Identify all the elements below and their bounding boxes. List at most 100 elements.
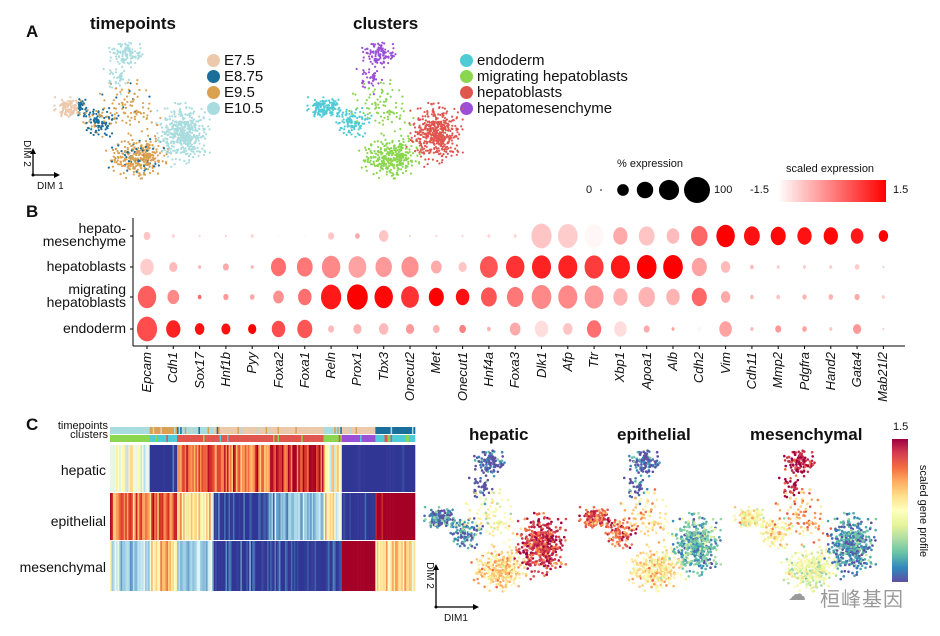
cell-point (184, 134, 187, 137)
cell-point (620, 538, 624, 542)
cell-point (382, 111, 386, 115)
cell-point (537, 532, 541, 535)
cell-point (499, 558, 502, 562)
cell-point (663, 545, 666, 549)
cell-point (125, 55, 129, 58)
cell-point (489, 575, 492, 579)
cell-point (647, 458, 650, 462)
cell-point (676, 572, 680, 575)
cell-point (436, 526, 439, 529)
cell-point (391, 172, 394, 175)
cell-point (401, 163, 404, 166)
cell-point (491, 529, 495, 533)
cell-point (484, 551, 487, 555)
cell-point (107, 115, 110, 119)
cell-point (636, 575, 639, 578)
cell-point (647, 573, 650, 577)
cell-point (473, 459, 477, 462)
cell-point (117, 42, 120, 46)
cell-point (463, 532, 467, 535)
cell-point (380, 44, 383, 47)
cell-point (547, 538, 550, 542)
cell-point (93, 123, 96, 126)
cell-point (160, 126, 164, 129)
cell-point (451, 132, 454, 135)
cell-point (662, 553, 665, 557)
cell-point (117, 82, 120, 85)
cell-point (438, 138, 441, 142)
cell-point (144, 151, 147, 154)
cell-point (396, 149, 399, 152)
cell-point (341, 115, 344, 118)
cell-point (564, 539, 567, 542)
cell-point (416, 133, 419, 136)
cell-point (163, 133, 166, 136)
cell-point (623, 508, 627, 512)
cell-point (474, 464, 478, 468)
cell-point (706, 534, 710, 538)
cell-point (372, 160, 375, 163)
cell-point (373, 75, 376, 78)
cell-point (647, 514, 650, 517)
cell-point (447, 129, 450, 132)
cell-point (454, 147, 457, 150)
cell-point (111, 48, 114, 51)
cell-point (128, 142, 131, 146)
cell-point (712, 535, 716, 539)
legend-swatch (460, 53, 473, 67)
cell-point (191, 127, 194, 130)
cell-point (502, 579, 505, 582)
cell-point (509, 555, 513, 558)
cell-point (646, 529, 650, 533)
cell-point (335, 121, 338, 124)
cell-point (554, 538, 558, 542)
cell-point (440, 155, 443, 158)
cell-point (554, 550, 558, 554)
cell-point (508, 567, 511, 571)
cell-point (141, 147, 145, 150)
cell-point (713, 527, 717, 531)
cell-point (680, 549, 684, 552)
cell-point (491, 554, 495, 557)
cell-point (341, 120, 344, 123)
cell-point (524, 552, 528, 556)
cell-point (195, 120, 198, 123)
cell-point (638, 502, 642, 506)
cell-point (409, 132, 412, 135)
cell-point (445, 507, 449, 511)
cell-point (345, 110, 348, 113)
cell-point (65, 102, 68, 105)
cell-point (143, 149, 146, 152)
cell-point (132, 98, 135, 101)
row-label-line: mesenchyme (42, 233, 126, 249)
panel-label-b: B (26, 202, 39, 221)
cell-point (433, 147, 436, 151)
cell-point (445, 110, 449, 113)
cell-point (664, 575, 668, 578)
cell-point (105, 115, 108, 118)
cell-point (148, 171, 152, 175)
cell-point (630, 557, 634, 561)
cell-point (429, 127, 432, 130)
cell-point (552, 548, 556, 552)
cell-point (478, 490, 482, 493)
cell-point (134, 56, 137, 59)
cell-point (532, 511, 536, 515)
cell-point (423, 140, 426, 143)
cell-point (432, 138, 435, 141)
cell-point (432, 102, 435, 105)
cell-point (189, 152, 192, 156)
cell-point (430, 113, 434, 116)
cell-point (115, 111, 118, 115)
cell-point (496, 502, 499, 505)
cell-point (443, 516, 447, 520)
cell-point (364, 165, 368, 168)
cell-point (380, 153, 383, 156)
cell-point (525, 528, 529, 532)
cell-point (417, 137, 420, 140)
cell-point (663, 517, 667, 521)
cell-point (201, 147, 204, 150)
cell-point (416, 149, 419, 152)
cell-point (414, 149, 417, 153)
cell-point (503, 558, 507, 562)
